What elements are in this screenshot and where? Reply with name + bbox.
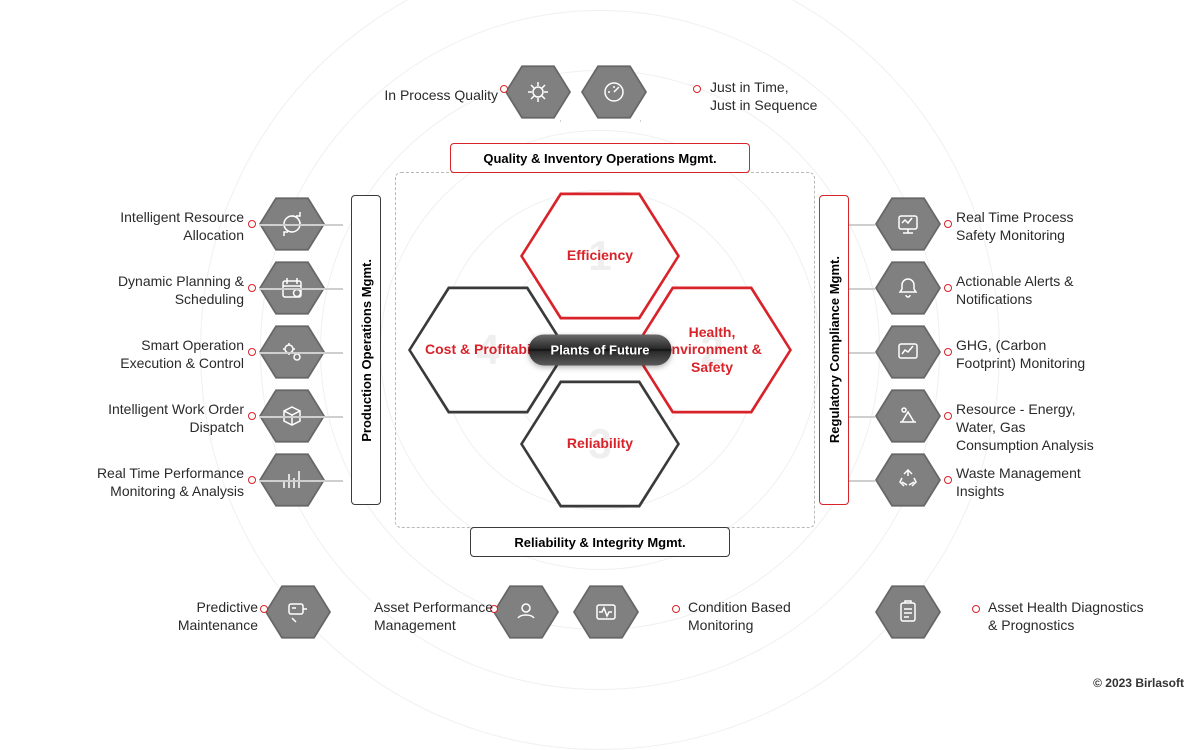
connector-line (259, 224, 343, 226)
connector-dot (248, 348, 256, 356)
connector-dot (260, 605, 268, 613)
center-title: Plants of Future (529, 335, 672, 366)
connector-line (259, 480, 343, 482)
panel-bottom: Reliability & Integrity Mgmt. (470, 527, 730, 557)
top-label-0: In Process Quality (384, 86, 498, 104)
copyright: © 2023 Birlasoft (1093, 676, 1184, 690)
connector-line (259, 288, 343, 290)
connector-dot (944, 476, 952, 484)
connector-dot (944, 220, 952, 228)
bottom-hex-0 (265, 583, 331, 641)
connector-line (849, 288, 875, 290)
bottom-hex-1 (493, 583, 559, 641)
connector-dot (248, 412, 256, 420)
bottom-hex-2 (573, 583, 639, 641)
right-hex-0 (875, 195, 941, 253)
left-label-2: Smart OperationExecution & Control (120, 336, 244, 372)
top-hex-1 (581, 63, 647, 121)
right-hex-2 (875, 323, 941, 381)
connector-line (640, 120, 641, 122)
connector-line (259, 416, 343, 418)
right-label-0: Real Time ProcessSafety Monitoring (956, 208, 1073, 244)
left-label-3: Intelligent Work OrderDispatch (108, 400, 244, 436)
top-hex-0 (505, 63, 571, 121)
top-label-1: Just in Time,Just in Sequence (710, 78, 817, 114)
connector-line (849, 416, 875, 418)
left-label-4: Real Time PerformanceMonitoring & Analys… (97, 464, 244, 500)
connector-dot (248, 476, 256, 484)
connector-line (849, 480, 875, 482)
left-label-1: Dynamic Planning &Scheduling (118, 272, 244, 308)
panel-left: Production Operations Mgmt. (351, 195, 381, 505)
connector-line (849, 352, 875, 354)
panel-right: Regulatory Compliance Mgmt. (819, 195, 849, 505)
diagram-stage: Plants of Future1Efficiency2Health, Envi… (0, 0, 1200, 700)
right-hex-1 (875, 259, 941, 317)
bottom-label-3: Asset Health Diagnostics& Prognostics (988, 598, 1144, 634)
connector-dot (248, 220, 256, 228)
connector-dot (500, 85, 508, 93)
connector-dot (693, 85, 701, 93)
connector-line (560, 120, 561, 122)
connector-line (259, 352, 343, 354)
right-hex-4 (875, 451, 941, 509)
left-label-0: Intelligent ResourceAllocation (120, 208, 244, 244)
right-label-3: Resource - Energy,Water, GasConsumption … (956, 400, 1094, 455)
bottom-hex-3 (875, 583, 941, 641)
connector-dot (944, 348, 952, 356)
right-hex-3 (875, 387, 941, 445)
connector-dot (944, 284, 952, 292)
right-label-1: Actionable Alerts &Notifications (956, 272, 1074, 308)
connector-dot (972, 605, 980, 613)
connector-dot (672, 605, 680, 613)
connector-dot (248, 284, 256, 292)
right-label-4: Waste ManagementInsights (956, 464, 1081, 500)
bottom-label-0: PredictiveMaintenance (178, 598, 258, 634)
bottom-label-2: Condition BasedMonitoring (688, 598, 791, 634)
connector-dot (944, 412, 952, 420)
bottom-label-1: Asset PerformanceManagement (374, 598, 493, 634)
panel-top: Quality & Inventory Operations Mgmt. (450, 143, 750, 173)
connector-line (849, 224, 875, 226)
right-label-2: GHG, (CarbonFootprint) Monitoring (956, 336, 1085, 372)
